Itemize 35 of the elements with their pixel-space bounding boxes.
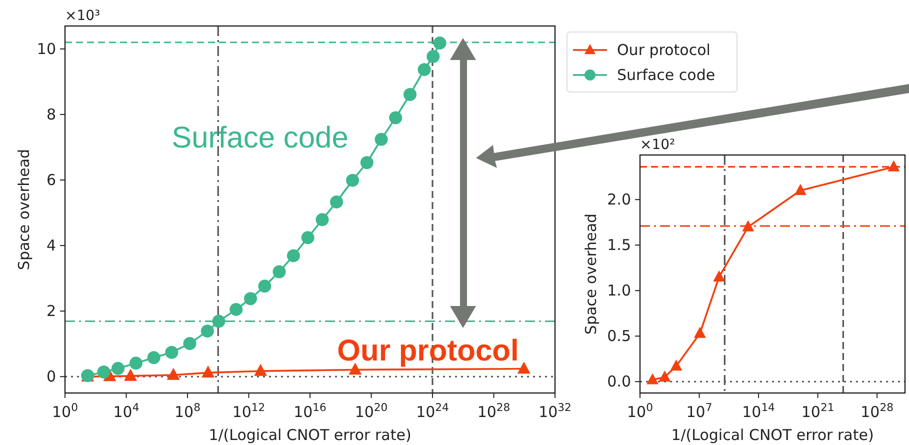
x-tick-label: 10$^{32}$ [538, 400, 572, 421]
x-tick-label: 10$^{16}$ [294, 400, 327, 421]
x-tick-label: 10$^{21}$ [801, 400, 834, 421]
y-tick-label: 0.0 [607, 372, 631, 391]
text: ×10² [640, 137, 676, 153]
x-axis-title: 1/(Logical CNOT error rate) [208, 426, 412, 444]
text: ×10³ [65, 8, 100, 24]
y-tick-label: 2 [46, 302, 56, 320]
legend-label: Surface code [617, 66, 716, 84]
x-tick-label: 10$^{28}$ [860, 400, 894, 421]
y-tick-label: 0 [46, 368, 56, 386]
y-tick-label: 10 [36, 40, 56, 58]
annotation: Surface code [172, 122, 348, 154]
x-tick-label: 10$^{8}$ [174, 400, 201, 421]
x-tick-label: 10$^{0}$ [52, 400, 78, 421]
x-tick-label: 10$^{14}$ [742, 400, 776, 421]
y-tick-label: 8 [46, 105, 56, 124]
x-tick-label: 10$^{4}$ [113, 400, 140, 421]
x-axis-title: 1/(Logical CNOT error rate) [671, 426, 874, 444]
annotation: Our protocol [337, 334, 519, 368]
y-tick-label: 1.0 [607, 282, 631, 300]
x-tick-label: 10$^{7}$ [686, 400, 712, 421]
y-axis-title: Space overhead [582, 213, 600, 335]
y-tick-label: 0.5 [607, 327, 631, 346]
y-axis-title: Space overhead [15, 148, 33, 270]
y-tick-label: 2.0 [607, 190, 631, 209]
x-tick-label: 10$^{12}$ [232, 400, 266, 421]
y-tick-label: 6 [46, 171, 56, 190]
x-tick-label: 10$^{24}$ [416, 400, 450, 421]
y-tick-label: 1.5 [607, 236, 631, 254]
x-tick-label: 10$^{0}$ [627, 400, 654, 421]
legend-label: Our protocol [617, 41, 710, 59]
x-tick-label: 10$^{20}$ [354, 400, 388, 421]
x-tick-label: 10$^{28}$ [477, 400, 510, 421]
y-tick-label: 4 [46, 236, 56, 255]
